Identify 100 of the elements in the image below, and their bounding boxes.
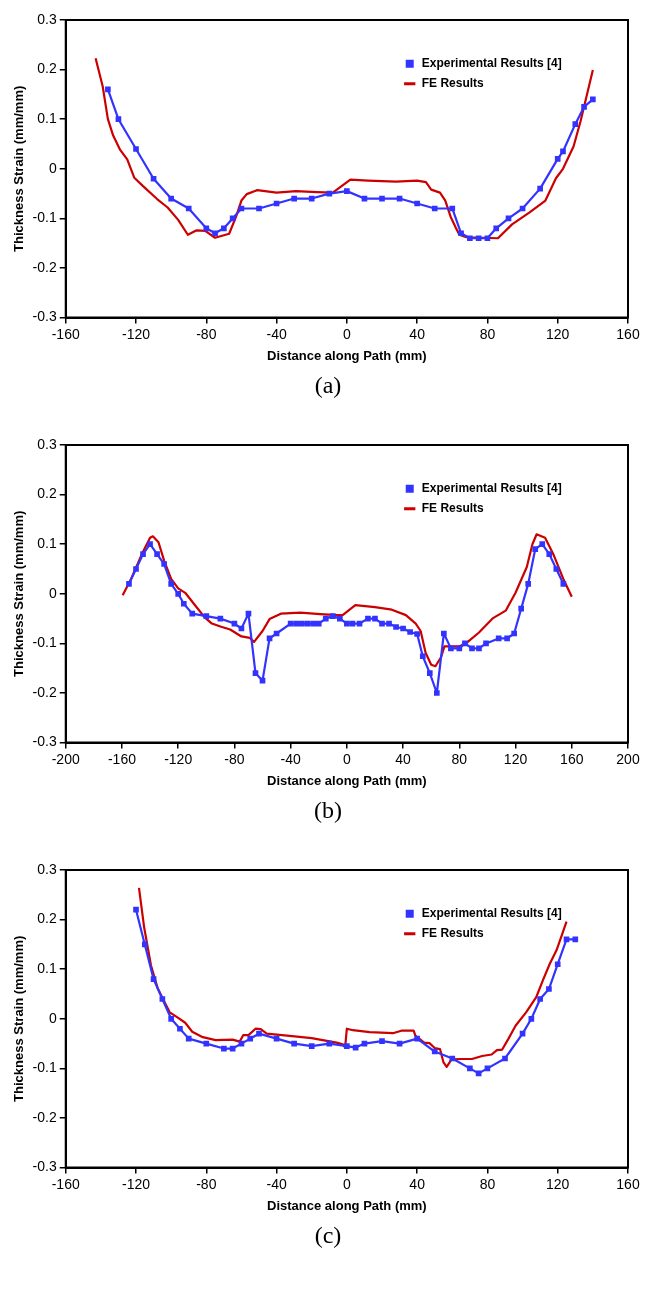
point	[322, 615, 329, 622]
x-tick-label: -200	[51, 750, 80, 767]
point	[150, 976, 157, 982]
point	[168, 1015, 174, 1022]
point	[441, 630, 447, 637]
point	[495, 635, 502, 642]
y-axis-title: Thickness Strain (mm/mm)	[11, 85, 27, 252]
point	[175, 590, 182, 597]
point	[414, 1035, 420, 1042]
x-tick-label: -40	[266, 1175, 287, 1192]
point	[458, 230, 464, 237]
point	[308, 195, 315, 202]
point	[115, 116, 122, 123]
point	[426, 670, 433, 676]
point	[329, 613, 336, 619]
x-tick-label: -120	[121, 325, 151, 342]
point	[484, 235, 491, 242]
x-axis-title: Distance along Path (mm)	[267, 772, 427, 788]
x-axis-title: Distance along Path (mm)	[267, 1197, 427, 1213]
point	[502, 1055, 508, 1062]
point	[177, 1025, 183, 1032]
point	[511, 630, 517, 637]
x-tick-label: 160	[616, 325, 640, 342]
point	[448, 645, 454, 652]
y-tick-label: 0	[48, 159, 57, 176]
point	[189, 610, 196, 617]
x-tick-label: 120	[503, 750, 528, 767]
y-tick-label: 0	[48, 584, 57, 601]
point	[475, 235, 482, 242]
point	[315, 620, 322, 627]
x-axis-title: Distance along Path (mm)	[267, 347, 427, 363]
point	[379, 620, 385, 627]
y-tick-label: -0.1	[32, 1059, 57, 1076]
point	[185, 1035, 192, 1042]
point	[133, 146, 139, 152]
point	[291, 1040, 297, 1047]
x-tick-label: -120	[121, 1175, 151, 1192]
point	[419, 653, 426, 660]
legend-label: FE Results	[421, 76, 485, 91]
point	[256, 1030, 262, 1037]
y-tick-label: 0.3	[37, 860, 57, 877]
y-tick-label: 0	[48, 1009, 57, 1026]
y-tick-label: -0.1	[32, 209, 57, 226]
y-tick-label: -0.2	[32, 683, 57, 700]
point	[105, 86, 111, 93]
x-tick-label: -160	[51, 1175, 80, 1192]
x-tick-label: -80	[196, 325, 217, 342]
point	[554, 961, 561, 968]
x-tick-label: 0	[342, 325, 351, 342]
point	[572, 121, 579, 127]
y-tick-label: 0.3	[37, 10, 57, 27]
x-tick-label: 40	[409, 325, 426, 342]
y-tick-label: -0.1	[32, 634, 57, 651]
x-tick-label: 40	[395, 750, 412, 767]
point	[590, 96, 596, 103]
point	[221, 1045, 227, 1052]
point	[449, 205, 456, 212]
point	[572, 936, 579, 943]
point	[414, 631, 420, 637]
point	[291, 195, 297, 202]
point	[161, 561, 167, 567]
point	[310, 620, 316, 627]
point	[337, 615, 343, 622]
point	[467, 1065, 473, 1072]
point	[308, 1043, 315, 1049]
text: (c)	[313, 1222, 343, 1249]
point	[212, 230, 218, 237]
point	[469, 645, 475, 652]
y-tick-label: 0.1	[37, 960, 57, 977]
x-tick-label: 120	[546, 1175, 570, 1192]
point	[133, 906, 139, 913]
y-tick-label: 0.2	[37, 60, 57, 77]
x-tick-label: -80	[224, 750, 245, 767]
x-tick-label: 160	[616, 1175, 640, 1192]
point	[256, 205, 262, 212]
point	[344, 188, 350, 194]
point	[379, 1038, 385, 1044]
point	[537, 996, 543, 1002]
point	[386, 620, 392, 627]
point	[326, 1040, 333, 1047]
point	[326, 190, 333, 197]
point	[365, 615, 371, 622]
point	[476, 645, 482, 652]
point	[528, 1015, 535, 1022]
y-axis-title: Thickness Strain (mm/mm)	[11, 510, 27, 677]
point	[180, 600, 187, 607]
point	[203, 613, 210, 619]
point	[141, 941, 148, 948]
legend-label: FE Results	[421, 926, 485, 941]
point	[553, 566, 560, 572]
point	[560, 581, 567, 587]
point	[203, 1040, 210, 1047]
point	[150, 175, 157, 182]
point	[581, 103, 587, 110]
point	[168, 581, 174, 587]
y-tick-label: 0.1	[37, 110, 57, 127]
point	[560, 148, 566, 155]
text: (b)	[313, 797, 343, 824]
y-tick-label: 0.2	[37, 910, 57, 927]
point	[504, 635, 510, 642]
